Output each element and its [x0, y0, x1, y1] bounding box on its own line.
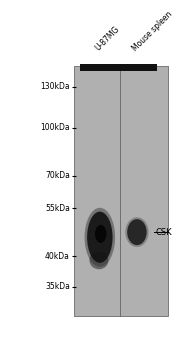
Text: 35kDa: 35kDa [45, 282, 70, 291]
Text: CSK: CSK [155, 228, 172, 237]
Bar [74, 66, 168, 316]
Ellipse shape [127, 219, 147, 245]
Text: 130kDa: 130kDa [40, 83, 70, 91]
Text: U-87MG: U-87MG [94, 25, 121, 53]
Text: 100kDa: 100kDa [40, 124, 70, 132]
Text: 70kDa: 70kDa [45, 171, 70, 180]
Ellipse shape [95, 225, 106, 243]
Text: 40kDa: 40kDa [45, 252, 70, 260]
Ellipse shape [89, 251, 108, 269]
Ellipse shape [87, 212, 112, 263]
Text: 55kDa: 55kDa [45, 204, 70, 213]
Bar [117, 64, 157, 71]
Text: Mouse spleen: Mouse spleen [130, 9, 174, 53]
Ellipse shape [85, 208, 115, 267]
Bar [80, 64, 120, 71]
Ellipse shape [125, 217, 149, 247]
